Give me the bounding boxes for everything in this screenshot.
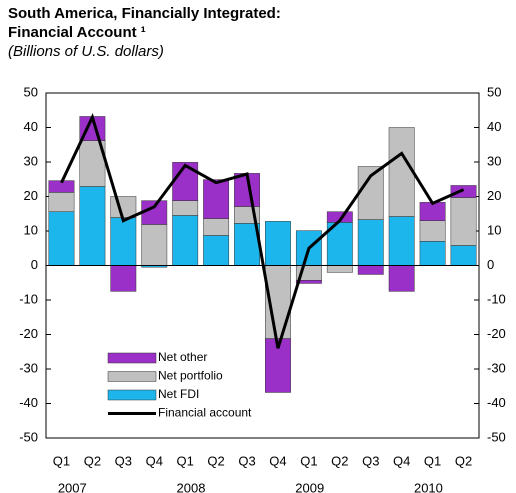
y2-tick-label: 20 xyxy=(487,188,501,203)
x-tick-label: Q1 xyxy=(53,453,70,468)
x-tick-label: Q1 xyxy=(300,453,317,468)
y-tick-label: 30 xyxy=(24,153,38,168)
y-tick-label: 10 xyxy=(24,222,38,237)
bar-segment xyxy=(450,197,477,246)
bar-segment xyxy=(357,219,384,266)
bar-segment xyxy=(450,185,477,198)
bar-segment xyxy=(48,192,75,212)
bar-segment xyxy=(203,218,230,236)
bar-segment xyxy=(388,216,415,266)
y2-tick-label: 40 xyxy=(487,119,501,134)
bar-segment xyxy=(172,200,199,216)
bar-segment xyxy=(203,179,230,219)
x-tick-label: Q4 xyxy=(146,453,163,468)
y2-tick-label: 50 xyxy=(487,84,501,99)
x-tick-label: Q3 xyxy=(115,453,132,468)
y-tick-label: 50 xyxy=(24,84,38,99)
line-series xyxy=(60,112,465,349)
x-tick-label: Q1 xyxy=(177,453,194,468)
bar-segment xyxy=(79,186,106,266)
chart-title: Financial Account ¹ xyxy=(8,24,146,41)
x-tick-label: Q2 xyxy=(207,453,224,468)
bar-segment xyxy=(110,265,137,292)
y2-tick-label: -30 xyxy=(487,360,506,375)
bar-segment xyxy=(110,196,137,218)
legend-swatch xyxy=(107,389,157,401)
y2-tick-label: -10 xyxy=(487,291,506,306)
x-tick-label: Q3 xyxy=(362,453,379,468)
y-tick-label: -10 xyxy=(19,291,38,306)
y-tick-label: -30 xyxy=(19,360,38,375)
bar-segment xyxy=(141,200,168,225)
y2-tick-label: 10 xyxy=(487,222,501,237)
y2-tick-label: -50 xyxy=(487,429,506,444)
bar-segment xyxy=(295,280,322,284)
y-tick-label: 40 xyxy=(24,119,38,134)
year-label: 2008 xyxy=(177,480,206,493)
bar-segment xyxy=(326,265,353,273)
legend-label: Net other xyxy=(158,350,207,364)
bar-segment xyxy=(388,127,415,217)
x-tick-label: Q3 xyxy=(238,453,255,468)
y-tick-label: -40 xyxy=(19,395,38,410)
bar-segment xyxy=(203,235,230,266)
bar-segment xyxy=(419,220,446,242)
y-tick-label: 20 xyxy=(24,188,38,203)
bar-segment xyxy=(172,162,199,201)
bar-segment xyxy=(419,202,446,221)
legend-label: Financial account xyxy=(158,406,252,420)
chart-title: South America, Financially Integrated: xyxy=(8,5,281,22)
y2-tick-label: -20 xyxy=(487,326,506,341)
x-tick-label: Q2 xyxy=(455,453,472,468)
year-label: 2010 xyxy=(414,480,443,493)
legend-label: Net portfolio xyxy=(158,369,223,383)
legend-swatch xyxy=(107,371,157,382)
x-tick-label: Q2 xyxy=(331,453,348,468)
x-tick-label: Q2 xyxy=(84,453,101,468)
y2-tick-label: 0 xyxy=(487,257,494,272)
y2-tick-label: -40 xyxy=(487,395,506,410)
bar-segment xyxy=(141,224,168,266)
year-label: 2007 xyxy=(58,480,87,493)
x-tick-label: Q4 xyxy=(269,453,286,468)
bar-segment xyxy=(172,215,199,266)
year-label: 2009 xyxy=(295,480,324,493)
plot-frame xyxy=(45,92,480,439)
bar-segment xyxy=(48,211,75,266)
x-tick-label: Q4 xyxy=(393,453,410,468)
bar-segment xyxy=(450,245,477,266)
bar-segment xyxy=(110,217,137,266)
legend-label: Net FDI xyxy=(158,387,199,401)
bar-segment xyxy=(357,265,384,275)
y-tick-label: 0 xyxy=(31,257,38,272)
bar-segment xyxy=(234,223,260,266)
y-tick-label: -20 xyxy=(19,326,38,341)
bar-segment xyxy=(388,265,415,292)
legend-swatch xyxy=(107,352,157,364)
chart-subtitle: (Billions of U.S. dollars) xyxy=(8,43,164,60)
y-tick-label: -50 xyxy=(19,429,38,444)
bar-segment xyxy=(419,241,446,266)
y2-tick-label: 30 xyxy=(487,153,501,168)
x-tick-label: Q1 xyxy=(424,453,441,468)
bar-segment xyxy=(265,221,291,266)
